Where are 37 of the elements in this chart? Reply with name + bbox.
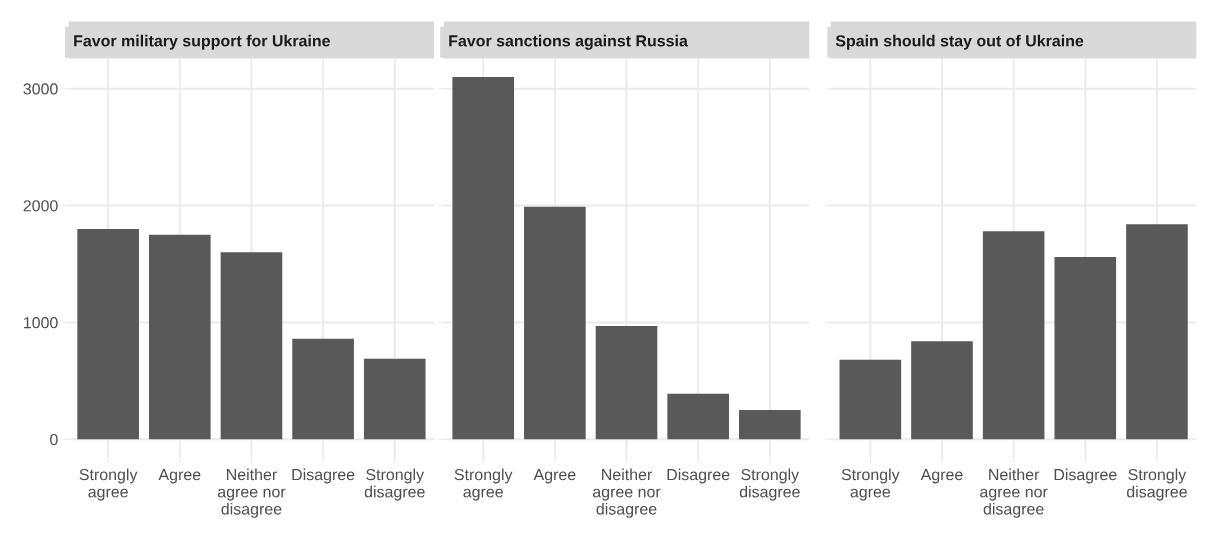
bar bbox=[452, 76, 515, 440]
x-tick-label: Neither agree nor disagree bbox=[980, 468, 1048, 518]
x-tick-label: Neither agree nor disagree bbox=[593, 468, 661, 518]
x-tick-label: Disagree bbox=[667, 468, 730, 484]
bar bbox=[839, 359, 902, 440]
bar bbox=[1126, 224, 1188, 440]
bar bbox=[595, 325, 658, 440]
bar bbox=[220, 252, 283, 440]
bar bbox=[148, 234, 211, 440]
y-tick-label: 3000 bbox=[23, 83, 58, 95]
bar bbox=[911, 341, 973, 440]
x-tick-label: Strongly agree bbox=[841, 468, 900, 501]
chart-title: Favor military support for Ukraine bbox=[74, 34, 330, 50]
bar bbox=[524, 206, 586, 440]
y-tick-label: 0 bbox=[50, 433, 58, 446]
bar bbox=[363, 358, 426, 440]
bar bbox=[292, 338, 354, 440]
bar bbox=[982, 231, 1045, 440]
y-tick-label: 2000 bbox=[23, 200, 58, 212]
x-tick-label: Strongly agree bbox=[79, 468, 138, 501]
chart-title: Spain should stay out of Ukraine bbox=[835, 34, 1084, 50]
x-tick-label: Agree bbox=[920, 469, 963, 484]
x-tick-label: Disagree bbox=[1054, 468, 1117, 484]
x-tick-label: Strongly disagree bbox=[364, 468, 425, 501]
x-tick-label: Strongly disagree bbox=[739, 468, 800, 501]
bar bbox=[77, 228, 139, 440]
bar bbox=[739, 410, 801, 440]
x-tick-label: Disagree bbox=[292, 468, 355, 484]
bar bbox=[1054, 256, 1117, 440]
x-tick-label: Strongly disagree bbox=[1126, 468, 1187, 501]
x-tick-label: Agree bbox=[533, 469, 576, 484]
x-tick-label: Neither agree nor disagree bbox=[217, 468, 286, 518]
chart-title: Favor sanctions against Russia bbox=[449, 34, 688, 50]
y-tick-label: 1000 bbox=[24, 317, 58, 329]
bar bbox=[667, 393, 729, 440]
x-tick-label: Agree bbox=[158, 469, 201, 484]
x-tick-label: Strongly agree bbox=[454, 468, 513, 501]
